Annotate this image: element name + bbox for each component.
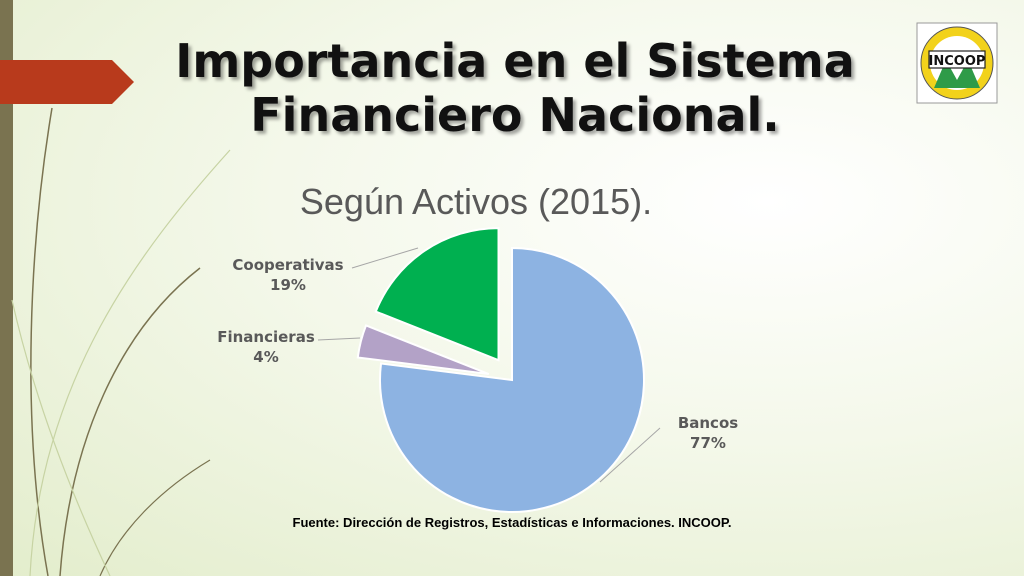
leader-line-cooperativas <box>351 247 419 269</box>
slice-value-cooperativas: 19% <box>270 276 306 294</box>
chart-title: Según Activos (2015). <box>300 181 652 222</box>
slide-title-line-1: Importancia en el Sistema <box>175 34 855 88</box>
slice-value-bancos: 77% <box>690 434 726 452</box>
left-accent-bar <box>0 0 13 576</box>
incoop-logo: INCOOP <box>916 22 998 104</box>
pie-slice-financieras <box>356 324 490 376</box>
leader-line-bancos <box>599 427 661 483</box>
decorative-curves <box>11 107 231 576</box>
slice-label-bancos: Bancos <box>678 414 738 432</box>
slice-label-financieras: Financieras <box>217 328 315 346</box>
slide-title-line-2: Financiero Nacional. <box>250 88 780 142</box>
leader-line-financieras <box>317 337 361 341</box>
source-note: Fuente: Dirección de Registros, Estadíst… <box>292 515 732 530</box>
pie-slice-cooperativas <box>374 227 500 362</box>
pie-slice-bancos <box>379 246 645 513</box>
slide-title: Importancia en el Sistema Financiero Nac… <box>140 34 890 142</box>
title-arrow-shape <box>0 60 134 104</box>
logo-text: INCOOP <box>929 54 986 69</box>
slice-label-cooperativas: Cooperativas <box>232 256 343 274</box>
slice-value-financieras: 4% <box>253 348 278 366</box>
